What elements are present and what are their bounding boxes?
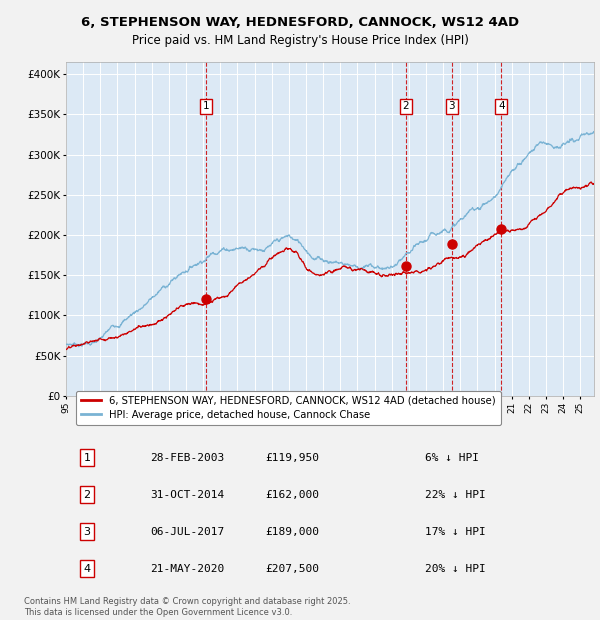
Text: 06-JUL-2017: 06-JUL-2017 <box>151 526 225 536</box>
Text: 2: 2 <box>83 490 91 500</box>
Text: 22% ↓ HPI: 22% ↓ HPI <box>425 490 486 500</box>
Text: 20% ↓ HPI: 20% ↓ HPI <box>425 564 486 574</box>
Text: £207,500: £207,500 <box>265 564 319 574</box>
Text: 6, STEPHENSON WAY, HEDNESFORD, CANNOCK, WS12 4AD: 6, STEPHENSON WAY, HEDNESFORD, CANNOCK, … <box>81 16 519 29</box>
Legend: 6, STEPHENSON WAY, HEDNESFORD, CANNOCK, WS12 4AD (detached house), HPI: Average : 6, STEPHENSON WAY, HEDNESFORD, CANNOCK, … <box>76 391 501 425</box>
Text: 2: 2 <box>403 101 409 111</box>
Text: 21-MAY-2020: 21-MAY-2020 <box>151 564 225 574</box>
Text: Price paid vs. HM Land Registry's House Price Index (HPI): Price paid vs. HM Land Registry's House … <box>131 34 469 47</box>
Text: 28-FEB-2003: 28-FEB-2003 <box>151 453 225 463</box>
Text: £189,000: £189,000 <box>265 526 319 536</box>
Text: 3: 3 <box>449 101 455 111</box>
Text: £119,950: £119,950 <box>265 453 319 463</box>
Text: 4: 4 <box>498 101 505 111</box>
Text: 1: 1 <box>203 101 209 111</box>
Text: £162,000: £162,000 <box>265 490 319 500</box>
Text: 4: 4 <box>83 564 91 574</box>
Text: 31-OCT-2014: 31-OCT-2014 <box>151 490 225 500</box>
Text: Contains HM Land Registry data © Crown copyright and database right 2025.
This d: Contains HM Land Registry data © Crown c… <box>24 598 350 617</box>
Text: 3: 3 <box>83 526 91 536</box>
Text: 17% ↓ HPI: 17% ↓ HPI <box>425 526 486 536</box>
Text: 6% ↓ HPI: 6% ↓ HPI <box>425 453 479 463</box>
Text: 1: 1 <box>83 453 91 463</box>
